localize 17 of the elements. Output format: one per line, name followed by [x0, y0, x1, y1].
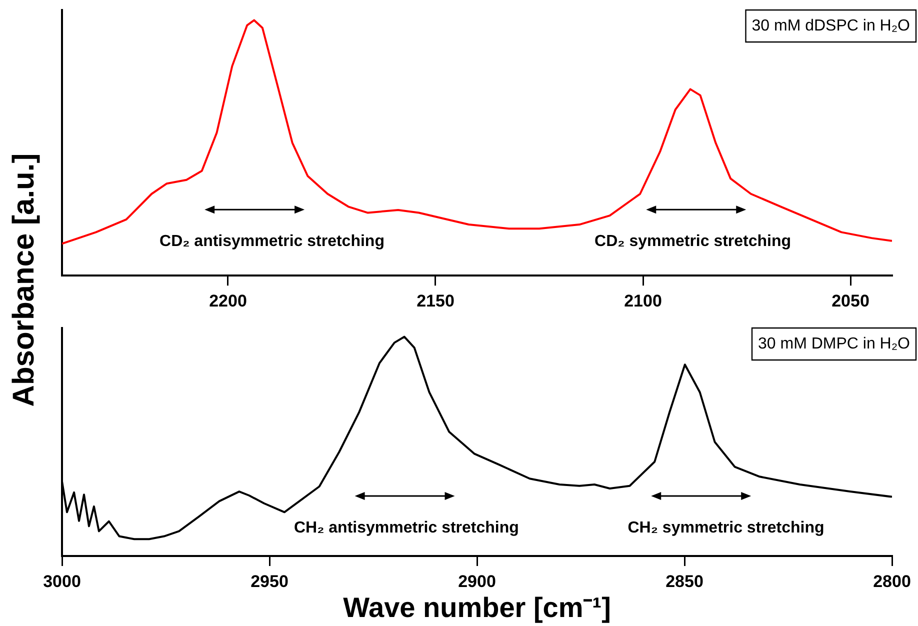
x-tick-label: 3000 — [43, 572, 81, 591]
x-tick-label: 2200 — [209, 291, 247, 310]
annotation: CD₂ antisymmetric stretching — [160, 233, 384, 250]
x-tick-label: 2150 — [416, 291, 454, 310]
x-tick-label: 2100 — [624, 291, 662, 310]
y-axis-title: Absorbance [a.u.] — [7, 153, 42, 407]
annotation: CD₂ symmetric stretching — [594, 233, 792, 250]
x-tick-label: 2050 — [832, 291, 870, 310]
text: 30 mM DMPC in H₂O — [758, 335, 910, 352]
text: 30 mM dDSPC in H₂O — [752, 17, 910, 34]
x-axis-title: Wave number [cm⁻¹] — [343, 592, 611, 623]
annotation: CH₂ antisymmetric stretching — [294, 519, 519, 536]
x-tick-label: 2950 — [250, 572, 288, 591]
x-tick-label: 2800 — [873, 572, 911, 591]
annotation: CH₂ symmetric stretching — [628, 519, 824, 536]
x-tick-label: 2850 — [666, 572, 704, 591]
x-tick-label: 2900 — [458, 572, 496, 591]
